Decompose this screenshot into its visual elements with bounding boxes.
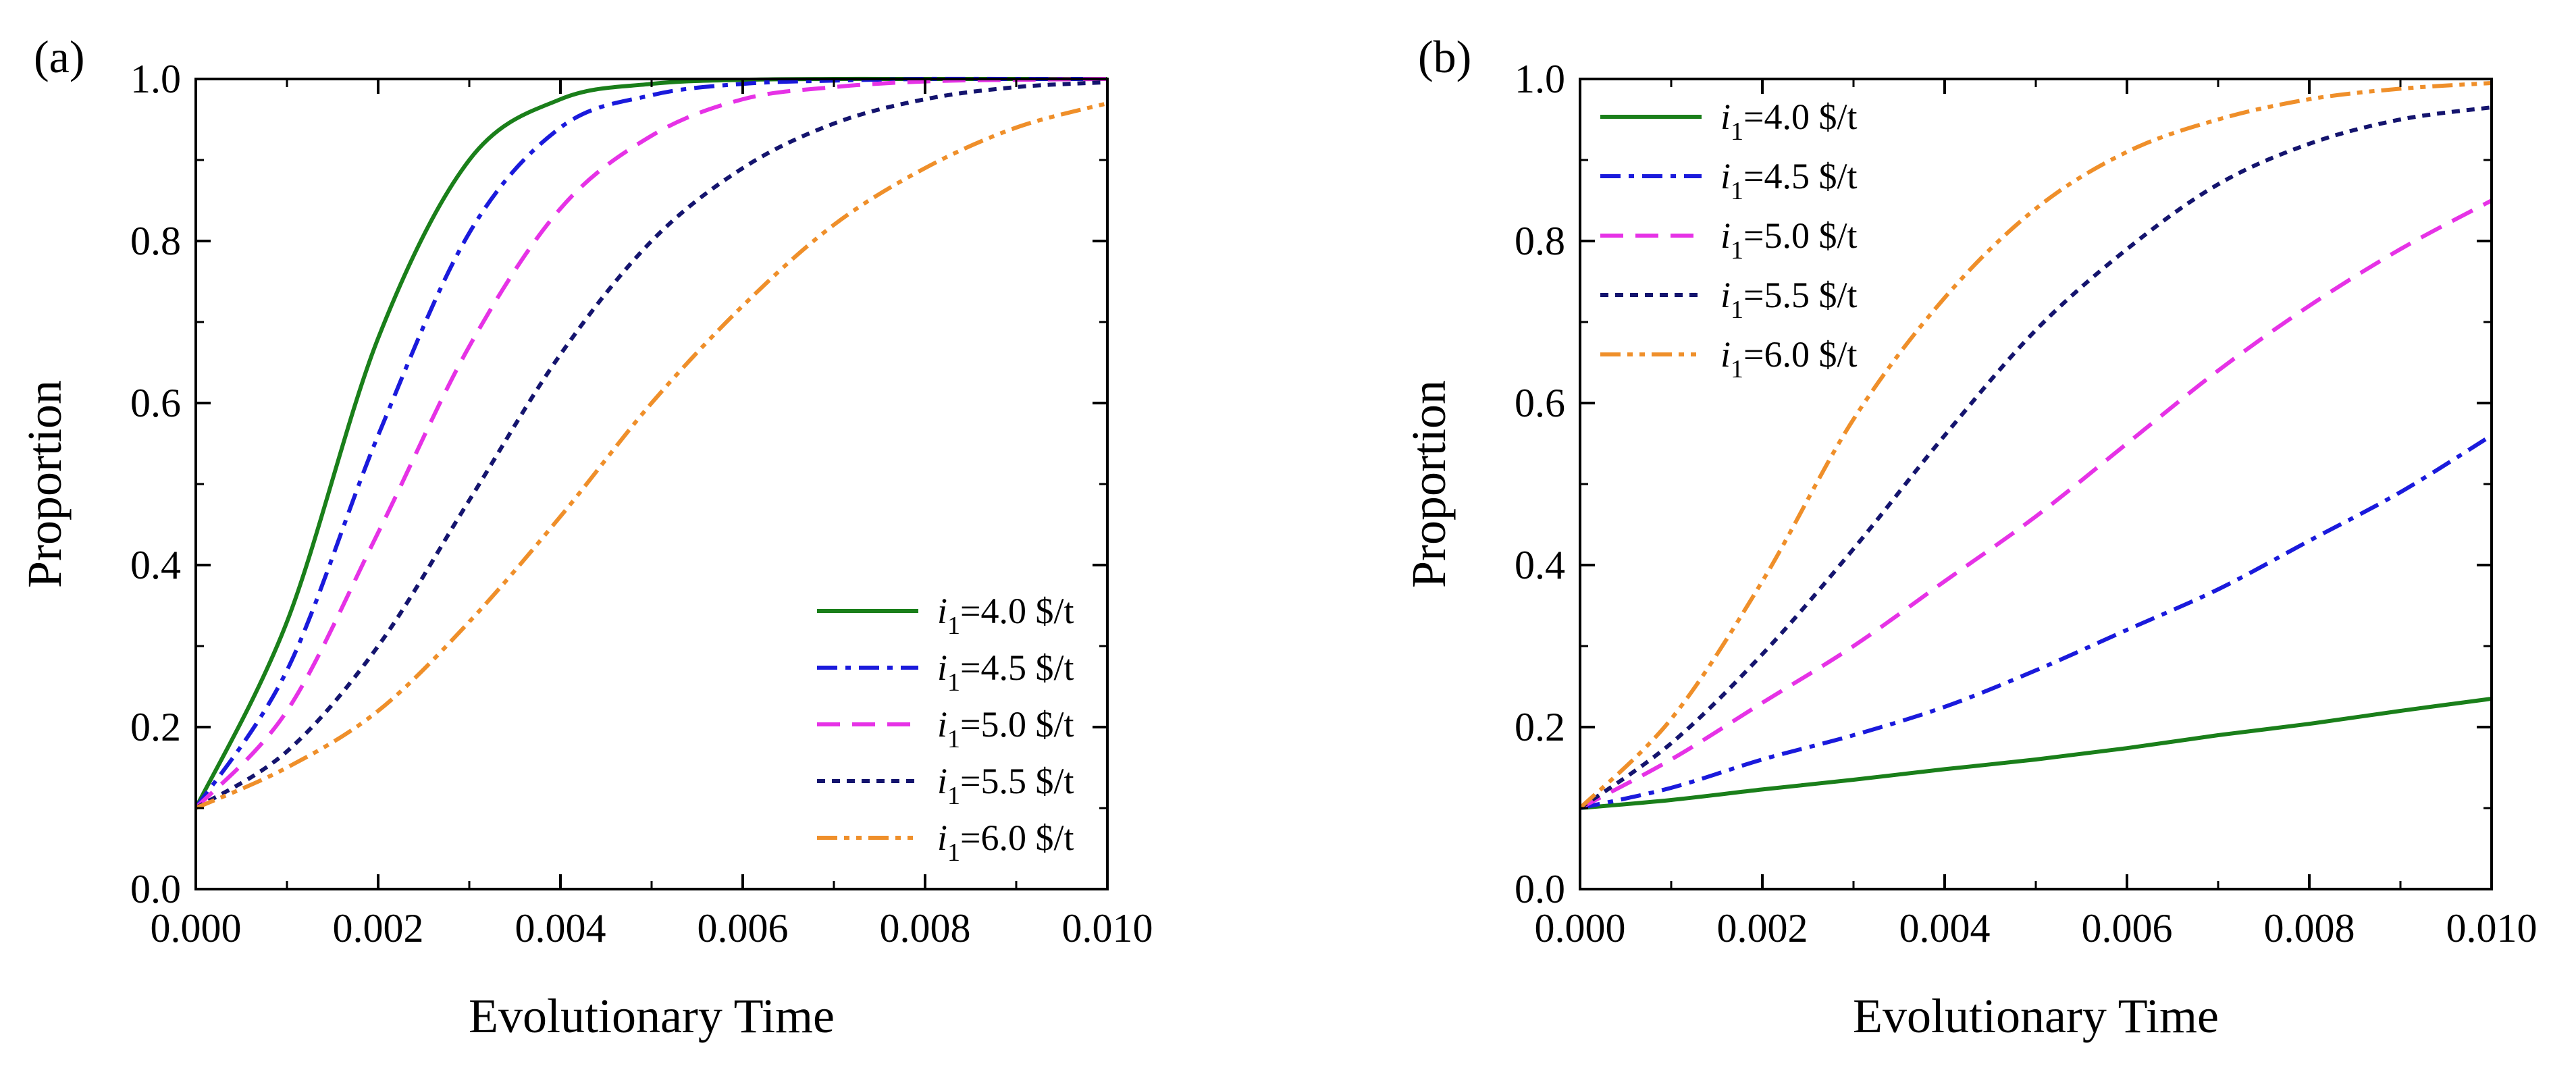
legend-subscript: 1 [1731,117,1743,146]
x-tick-label: 0.000 [1535,906,1626,951]
y-tick-label: 0.4 [1515,543,1565,587]
legend-value: =4.0 $/t [1743,97,1857,137]
legend-value: =6.0 $/t [960,818,1074,858]
legend: i1=4.0 $/ti1=4.5 $/ti1=5.0 $/ti1=5.5 $/t… [1600,97,1857,383]
legend-subscript: 1 [947,838,960,867]
y-tick-label: 1.0 [130,57,181,101]
series-line-3 [1580,198,2492,810]
legend-var: i [1720,334,1731,375]
legend-subscript: 1 [947,782,960,810]
series-line-5 [196,101,1107,810]
legend-subscript: 1 [947,612,960,640]
legend-value: =4.5 $/t [960,647,1074,688]
y-tick-label: 0.8 [130,219,181,263]
legend-label-5: i1=6.0 $/t [1720,334,1857,383]
legend-var: i [1720,156,1731,196]
series-line-2 [196,76,1107,809]
legend-label-1: i1=4.0 $/t [937,591,1074,640]
x-tick-label: 0.006 [2082,906,2173,951]
y-tick-label: 0.6 [1515,381,1565,425]
legend-value: =5.0 $/t [960,704,1074,745]
legend-subscript: 1 [1731,355,1743,383]
y-axis-label: Proportion [1402,380,1456,588]
legend-value: =4.0 $/t [960,591,1074,631]
x-axis-label: Evolutionary Time [1853,989,2219,1043]
x-tick-label: 0.004 [515,906,606,951]
legend-var: i [937,591,947,631]
legend-label-1: i1=4.0 $/t [1720,97,1857,146]
legend-subscript: 1 [1731,236,1743,265]
legend-label-4: i1=5.5 $/t [1720,275,1857,324]
x-tick-label: 0.002 [333,906,424,951]
series-line-1 [1580,697,2492,810]
legend-value: =4.5 $/t [1743,156,1857,196]
legend-subscript: 1 [947,668,960,697]
legend-var: i [937,704,947,745]
y-tick-label: 0.4 [130,543,181,587]
y-axis-label: Proportion [18,380,72,588]
y-tick-label: 0.6 [130,381,181,425]
x-tick-label: 0.008 [880,906,971,951]
x-tick-label: 0.010 [1062,906,1153,951]
legend-value: =5.5 $/t [1743,275,1857,315]
legend-value: =5.5 $/t [960,761,1074,801]
x-tick-label: 0.002 [1717,906,1808,951]
legend-subscript: 1 [1731,296,1743,324]
chart-panel-a: (a) 0.000 0.002 0.004 0.006 0.008 0.010 0.0 0.2 0… [18,31,1153,1043]
series-line-2 [1580,433,2492,810]
legend: i1=4.0 $/ti1=4.5 $/ti1=5.0 $/ti1=5.5 $/t… [817,591,1074,867]
legend-var: i [1720,215,1731,256]
legend-label-4: i1=5.5 $/t [937,761,1074,810]
panel-label: (b) [1418,31,1471,82]
legend-label-2: i1=4.5 $/t [1720,156,1857,205]
y-tick-label: 1.0 [1515,57,1565,101]
legend-label-5: i1=6.0 $/t [937,818,1074,867]
x-tick-label: 0.010 [2446,906,2538,951]
y-tick-label: 0.0 [130,867,181,911]
series-line-3 [196,77,1107,810]
x-tick-label: 0.008 [2264,906,2355,951]
y-tick-label: 0.0 [1515,867,1565,911]
legend-value: =5.0 $/t [1743,215,1857,256]
plot-frame [1579,78,2493,890]
y-tick-label: 0.2 [130,705,181,749]
legend-var: i [937,761,947,801]
panels: (a) 0.000 0.002 0.004 0.006 0.008 0.010 0.0 0.2 0… [18,31,2538,1043]
panel-label: (a) [34,31,84,82]
x-tick-label: 0.004 [1899,906,1991,951]
legend-value: =6.0 $/t [1743,334,1857,375]
y-tick-label: 0.2 [1515,705,1565,749]
legend-subscript: 1 [947,725,960,753]
legend-var: i [937,647,947,688]
series-line-1 [196,76,1107,809]
series-line-5 [1580,81,2492,810]
x-tick-label: 0.000 [151,906,242,951]
x-tick-label: 0.006 [698,906,789,951]
chart-panel-b: (b) 0.000 0.002 0.004 0.006 0.008 0.010 0.0 0.2 0… [1402,31,2538,1043]
legend-label-2: i1=4.5 $/t [937,647,1074,697]
y-tick-label: 0.8 [1515,219,1565,263]
legend-var: i [1720,97,1731,137]
legend-var: i [1720,275,1731,315]
legend-label-3: i1=5.0 $/t [1720,215,1857,265]
x-axis-label: Evolutionary Time [469,989,835,1043]
series-line-4 [1580,105,2492,810]
series-line-4 [196,80,1107,810]
legend-var: i [937,818,947,858]
legend-subscript: 1 [1731,177,1743,205]
legend-label-3: i1=5.0 $/t [937,704,1074,753]
